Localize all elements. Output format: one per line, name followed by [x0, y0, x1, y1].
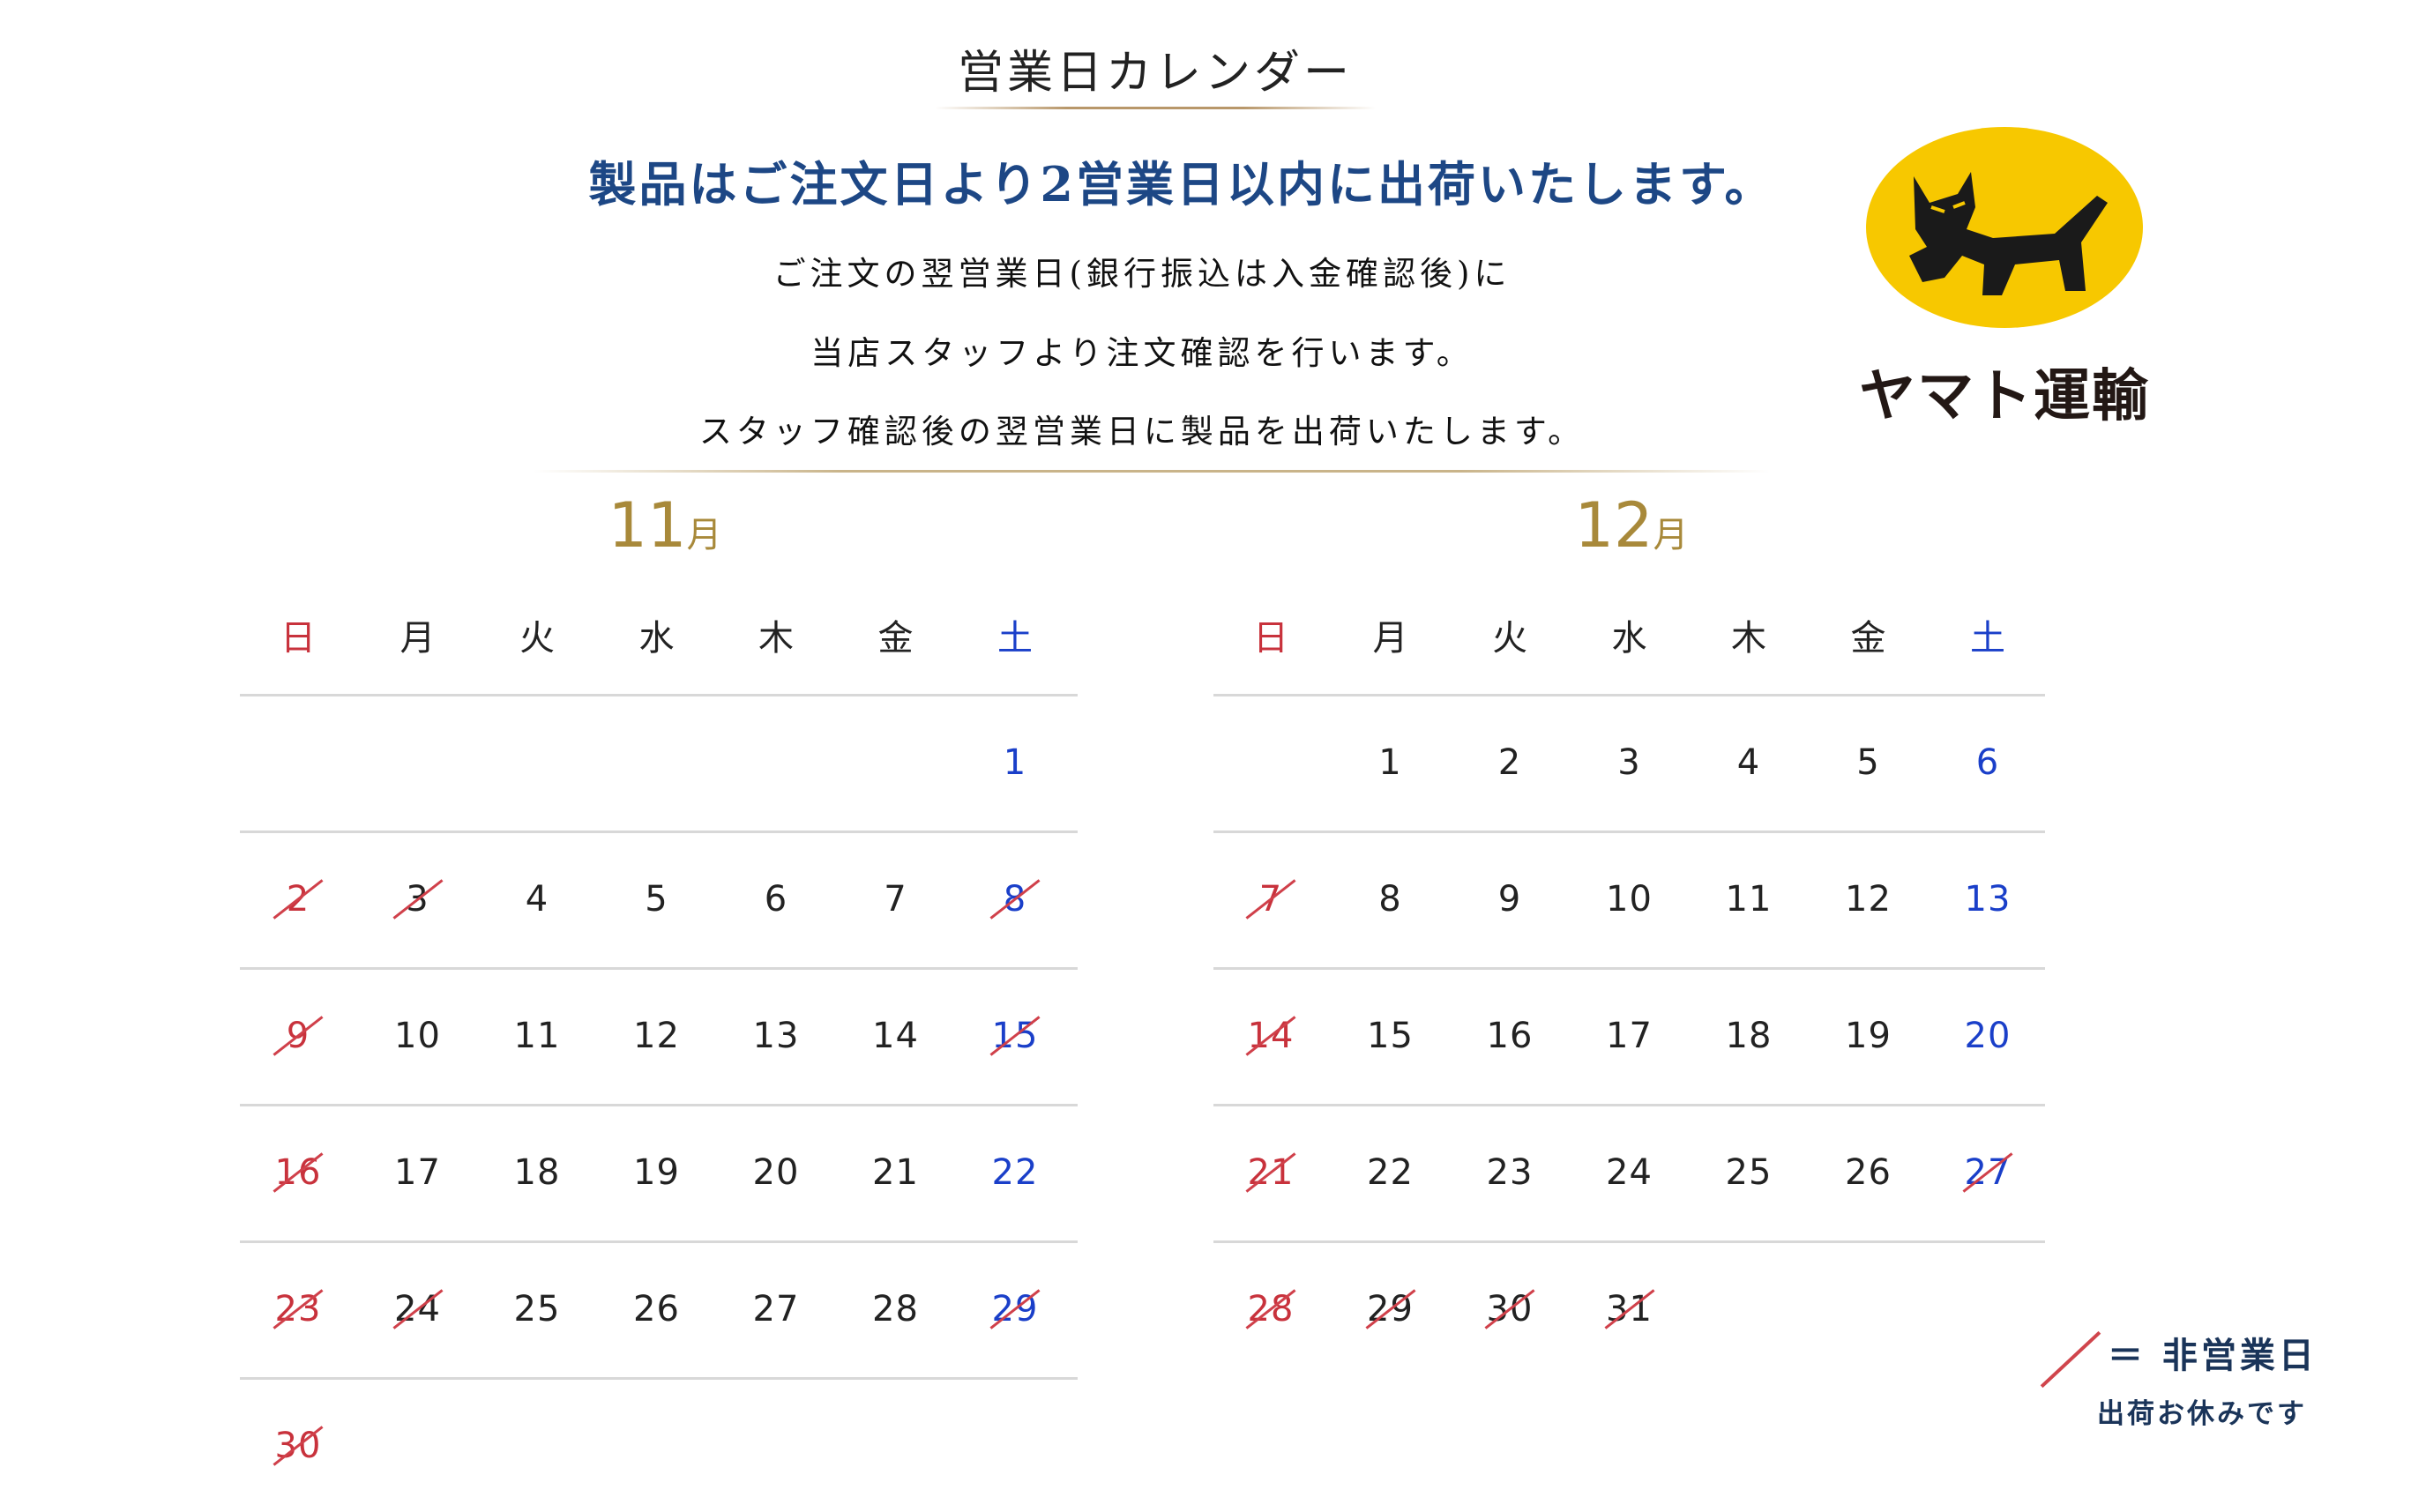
- row-divider: [240, 1240, 1078, 1243]
- weekday-header: 水: [638, 618, 675, 659]
- calendar-day: 1: [1378, 741, 1402, 783]
- calendar-day: 13: [1964, 878, 2012, 920]
- row-divider: [1213, 694, 2045, 696]
- row-divider: [1213, 830, 2045, 833]
- calendar-day: 26: [1845, 1151, 1892, 1193]
- weekday-header: 月: [1372, 618, 1408, 659]
- weekday-header: 水: [1611, 618, 1647, 659]
- calendar-day: 3: [1617, 741, 1641, 783]
- header-divider: [534, 470, 1770, 473]
- row-divider: [240, 830, 1078, 833]
- calendar-day: 21: [872, 1151, 919, 1193]
- row-divider: [1213, 1104, 2045, 1106]
- calendar-day: 7: [884, 878, 907, 920]
- calendar-day: 17: [394, 1151, 441, 1193]
- calendar-day: 11: [513, 1015, 561, 1056]
- calendar-day: 22: [991, 1151, 1039, 1193]
- calendar-day: 17: [1606, 1015, 1653, 1056]
- weekday-header: 火: [1492, 618, 1527, 659]
- row-divider: [240, 1104, 1078, 1106]
- calendar-day: 12: [1845, 878, 1892, 920]
- calendar-day: 10: [1606, 878, 1653, 920]
- row-divider: [240, 1377, 1078, 1380]
- weekday-header: 木: [758, 618, 794, 659]
- calendar-day: 2: [1497, 741, 1522, 783]
- row-divider: [240, 694, 1078, 696]
- weekday-header: 日: [280, 618, 316, 659]
- info-line-2: 当店スタッフより注文確認を行います。: [810, 334, 1474, 372]
- calendar-day: 28: [872, 1288, 919, 1330]
- shipping-headline: 製品はご注文日より2営業日以内に出荷いたします。: [588, 156, 1775, 212]
- calendar-day: 11: [1725, 878, 1773, 920]
- calendar-day: 1: [1003, 741, 1027, 783]
- calendar-day: 20: [1964, 1015, 2012, 1056]
- calendar-day: 13: [752, 1015, 800, 1056]
- month-number: 12: [1574, 489, 1653, 562]
- weekday-header: 土: [997, 618, 1033, 659]
- month-unit: 月: [1653, 515, 1689, 555]
- title-underline: [935, 107, 1376, 109]
- calendar-day: 20: [752, 1151, 800, 1193]
- month-unit: 月: [686, 515, 722, 555]
- page-title: 営業日カレンダー: [957, 47, 1354, 100]
- weekday-header: 日: [1253, 618, 1288, 659]
- calendar-day: 19: [1845, 1015, 1892, 1056]
- calendar-day: 10: [394, 1015, 441, 1056]
- row-divider: [240, 967, 1078, 970]
- calendar-day: 4: [525, 878, 549, 920]
- weekday-header: 土: [1970, 618, 2005, 659]
- calendar-day: 9: [1497, 878, 1522, 920]
- calendar-day: 24: [1606, 1151, 1653, 1193]
- weekday-header: 木: [1731, 618, 1766, 659]
- info-line-1: ご注文の翌営業日(銀行振込は入金確認後)に: [773, 255, 1512, 293]
- legend-no-shipping: 出荷お休みです: [2097, 1398, 2307, 1430]
- black-cat-icon: [1866, 127, 2143, 328]
- calendar-day: 27: [752, 1288, 800, 1330]
- calendar-day: 12: [633, 1015, 680, 1056]
- info-line-3: スタッフ確認後の翌営業日に製品を出荷いたします。: [698, 413, 1586, 451]
- calendar-day: 25: [1725, 1151, 1773, 1193]
- calendar-day: 22: [1367, 1151, 1414, 1193]
- calendar-day: 15: [1367, 1015, 1414, 1056]
- legend-non-business-day: ＝ 非営業日: [2108, 1335, 2318, 1376]
- calendar-day: 23: [1486, 1151, 1534, 1193]
- calendar-day: 26: [633, 1288, 680, 1330]
- weekday-header: 火: [519, 618, 555, 659]
- calendar-day: 5: [1856, 741, 1880, 783]
- row-divider: [1213, 967, 2045, 970]
- weekday-header: 金: [1850, 618, 1886, 659]
- calendar-day: 16: [1486, 1015, 1534, 1056]
- month-number: 11: [608, 489, 687, 562]
- calendar-day: 18: [513, 1151, 561, 1193]
- calendar-day: 6: [1975, 741, 2000, 783]
- month-title-november: 11月: [608, 489, 721, 562]
- calendar-day: 8: [1378, 878, 1402, 920]
- calendar-day: 4: [1736, 741, 1761, 783]
- calendar-day: 19: [633, 1151, 680, 1193]
- calendar-day: 14: [872, 1015, 919, 1056]
- weekday-header: 月: [399, 618, 436, 659]
- weekday-header: 金: [877, 618, 914, 659]
- calendar-day: 18: [1725, 1015, 1773, 1056]
- calendar-day: 5: [645, 878, 668, 920]
- calendar-day: 25: [513, 1288, 561, 1330]
- row-divider: [1213, 1240, 2045, 1243]
- calendar-day: 6: [764, 878, 788, 920]
- legend-strike-mark: [2040, 1330, 2101, 1389]
- month-title-december: 12月: [1574, 489, 1688, 562]
- logo-text: ヤマト運輸: [1859, 364, 2150, 429]
